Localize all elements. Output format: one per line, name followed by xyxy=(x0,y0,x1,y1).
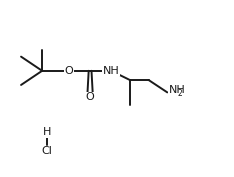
Text: H: H xyxy=(43,127,51,137)
Text: NH: NH xyxy=(103,66,120,76)
Text: O: O xyxy=(86,92,95,102)
Text: O: O xyxy=(65,66,73,76)
Text: 2: 2 xyxy=(178,89,182,98)
Text: NH: NH xyxy=(168,85,185,95)
Text: Cl: Cl xyxy=(41,146,52,156)
